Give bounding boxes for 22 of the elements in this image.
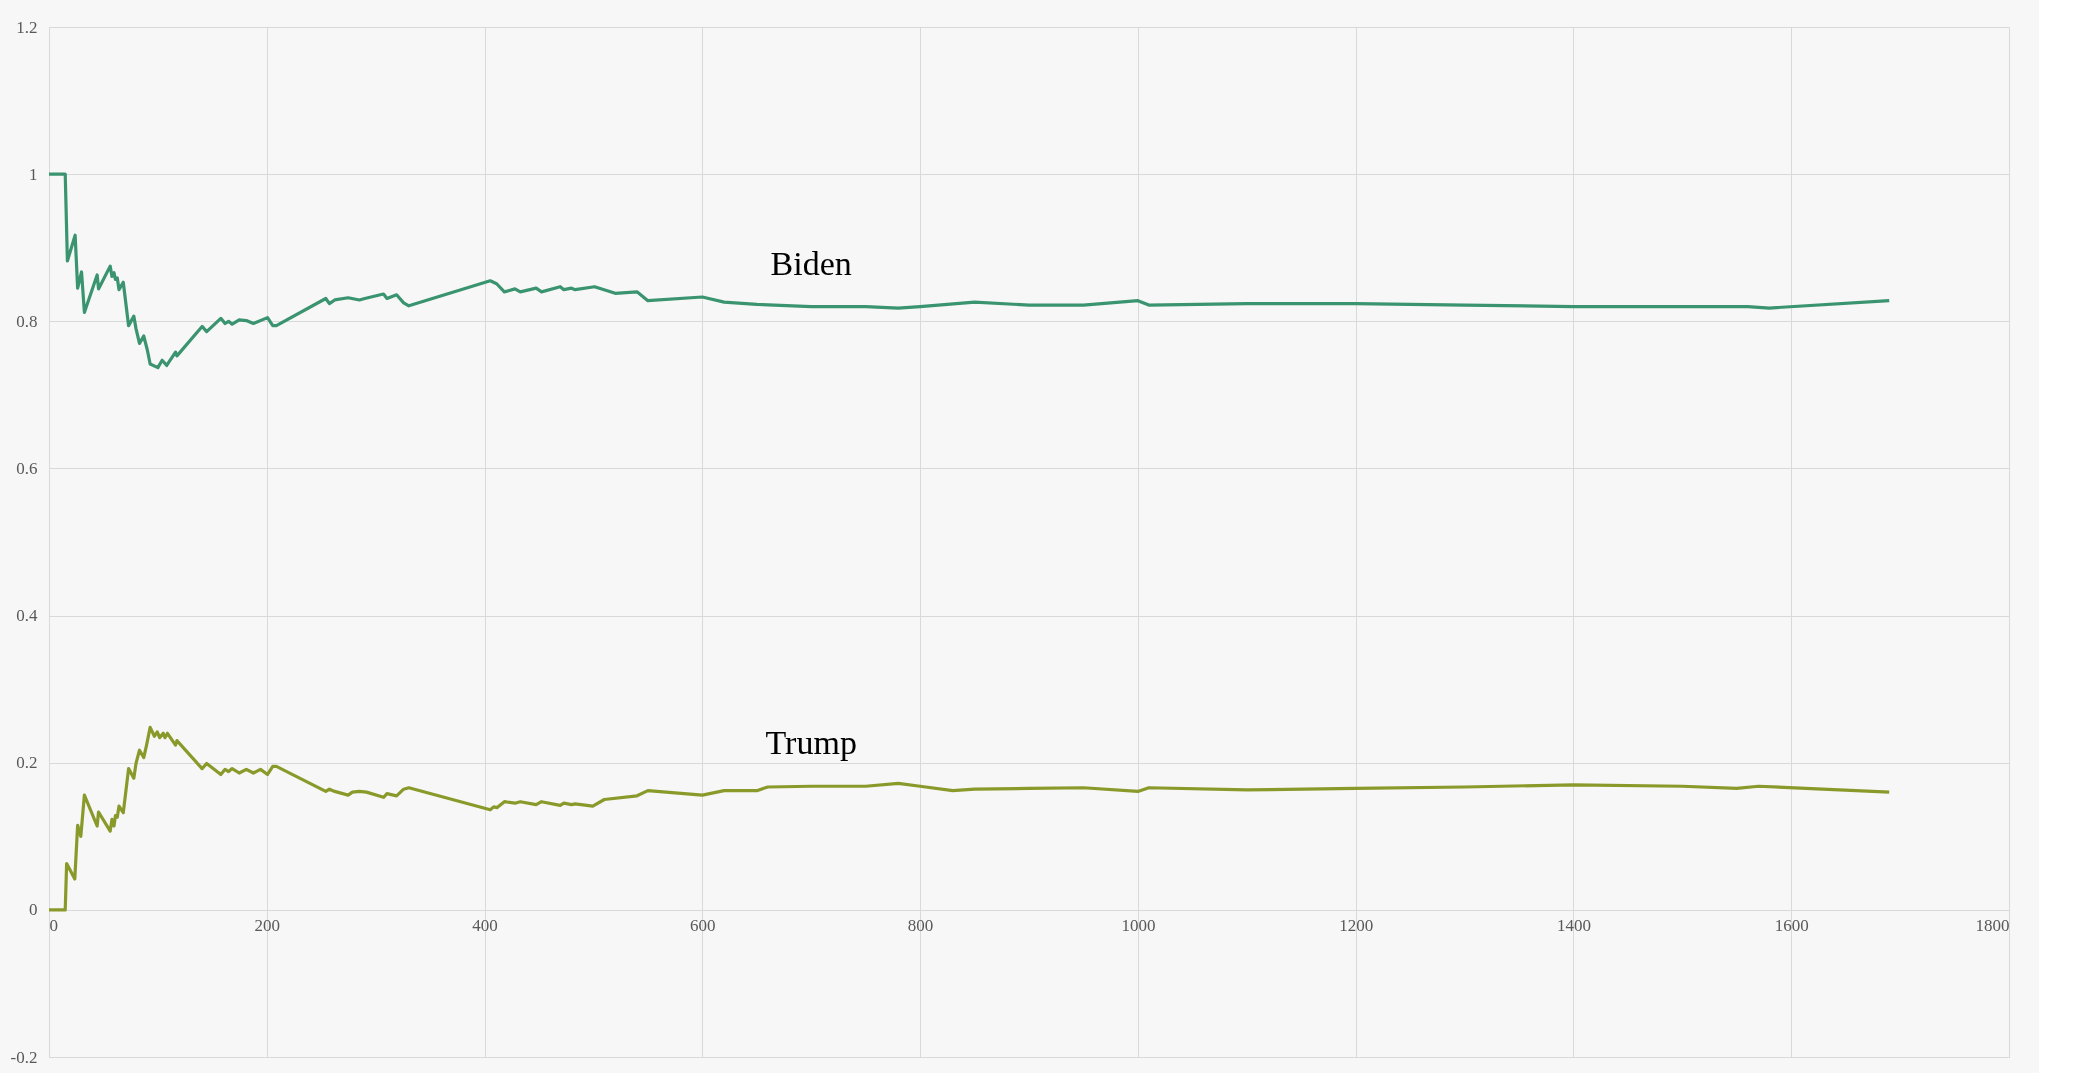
x-tick-label: 1000 xyxy=(1121,916,1156,936)
x-tick-label: 400 xyxy=(472,916,498,936)
y-tick-label: 0.6 xyxy=(16,458,38,478)
y-tick-label: 1 xyxy=(29,164,38,184)
y-tick-label: 0 xyxy=(29,900,38,920)
y-tick-label: 1.2 xyxy=(16,17,38,37)
x-tick-label: 0 xyxy=(49,916,58,936)
x-tick-label: 1200 xyxy=(1339,916,1374,936)
series-label: Biden xyxy=(770,244,852,282)
x-tick-label: 200 xyxy=(254,916,281,936)
x-tick-label: 1600 xyxy=(1774,916,1809,936)
x-tick-label: 1400 xyxy=(1556,916,1591,936)
line-series xyxy=(47,172,1891,370)
x-tick-label: 600 xyxy=(690,916,716,936)
y-tick-label: 0.2 xyxy=(16,753,38,773)
x-tick-label: 800 xyxy=(907,916,934,936)
x-tick-label: 1800 xyxy=(1975,916,2010,936)
line-series xyxy=(47,725,1891,912)
y-tick-label: 0.8 xyxy=(16,311,38,331)
series-label: Trump xyxy=(765,724,857,762)
y-tick-label: 0.4 xyxy=(16,606,38,626)
y-tick-label: -0.2 xyxy=(10,1047,38,1067)
